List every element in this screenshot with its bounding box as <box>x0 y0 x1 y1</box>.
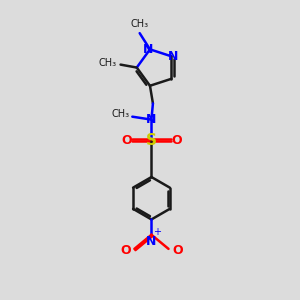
Text: N: N <box>146 113 157 126</box>
Text: +: + <box>153 227 161 237</box>
Text: O: O <box>121 134 132 147</box>
Text: CH₃: CH₃ <box>130 19 149 29</box>
Text: N: N <box>146 235 157 248</box>
Text: N: N <box>168 50 178 63</box>
Text: N: N <box>143 43 154 56</box>
Text: O: O <box>120 244 131 257</box>
Text: CH₃: CH₃ <box>111 109 129 119</box>
Text: ⁻: ⁻ <box>121 243 128 256</box>
Text: S: S <box>146 133 157 148</box>
Text: CH₃: CH₃ <box>98 58 116 68</box>
Text: O: O <box>171 134 182 147</box>
Text: O: O <box>172 244 183 257</box>
